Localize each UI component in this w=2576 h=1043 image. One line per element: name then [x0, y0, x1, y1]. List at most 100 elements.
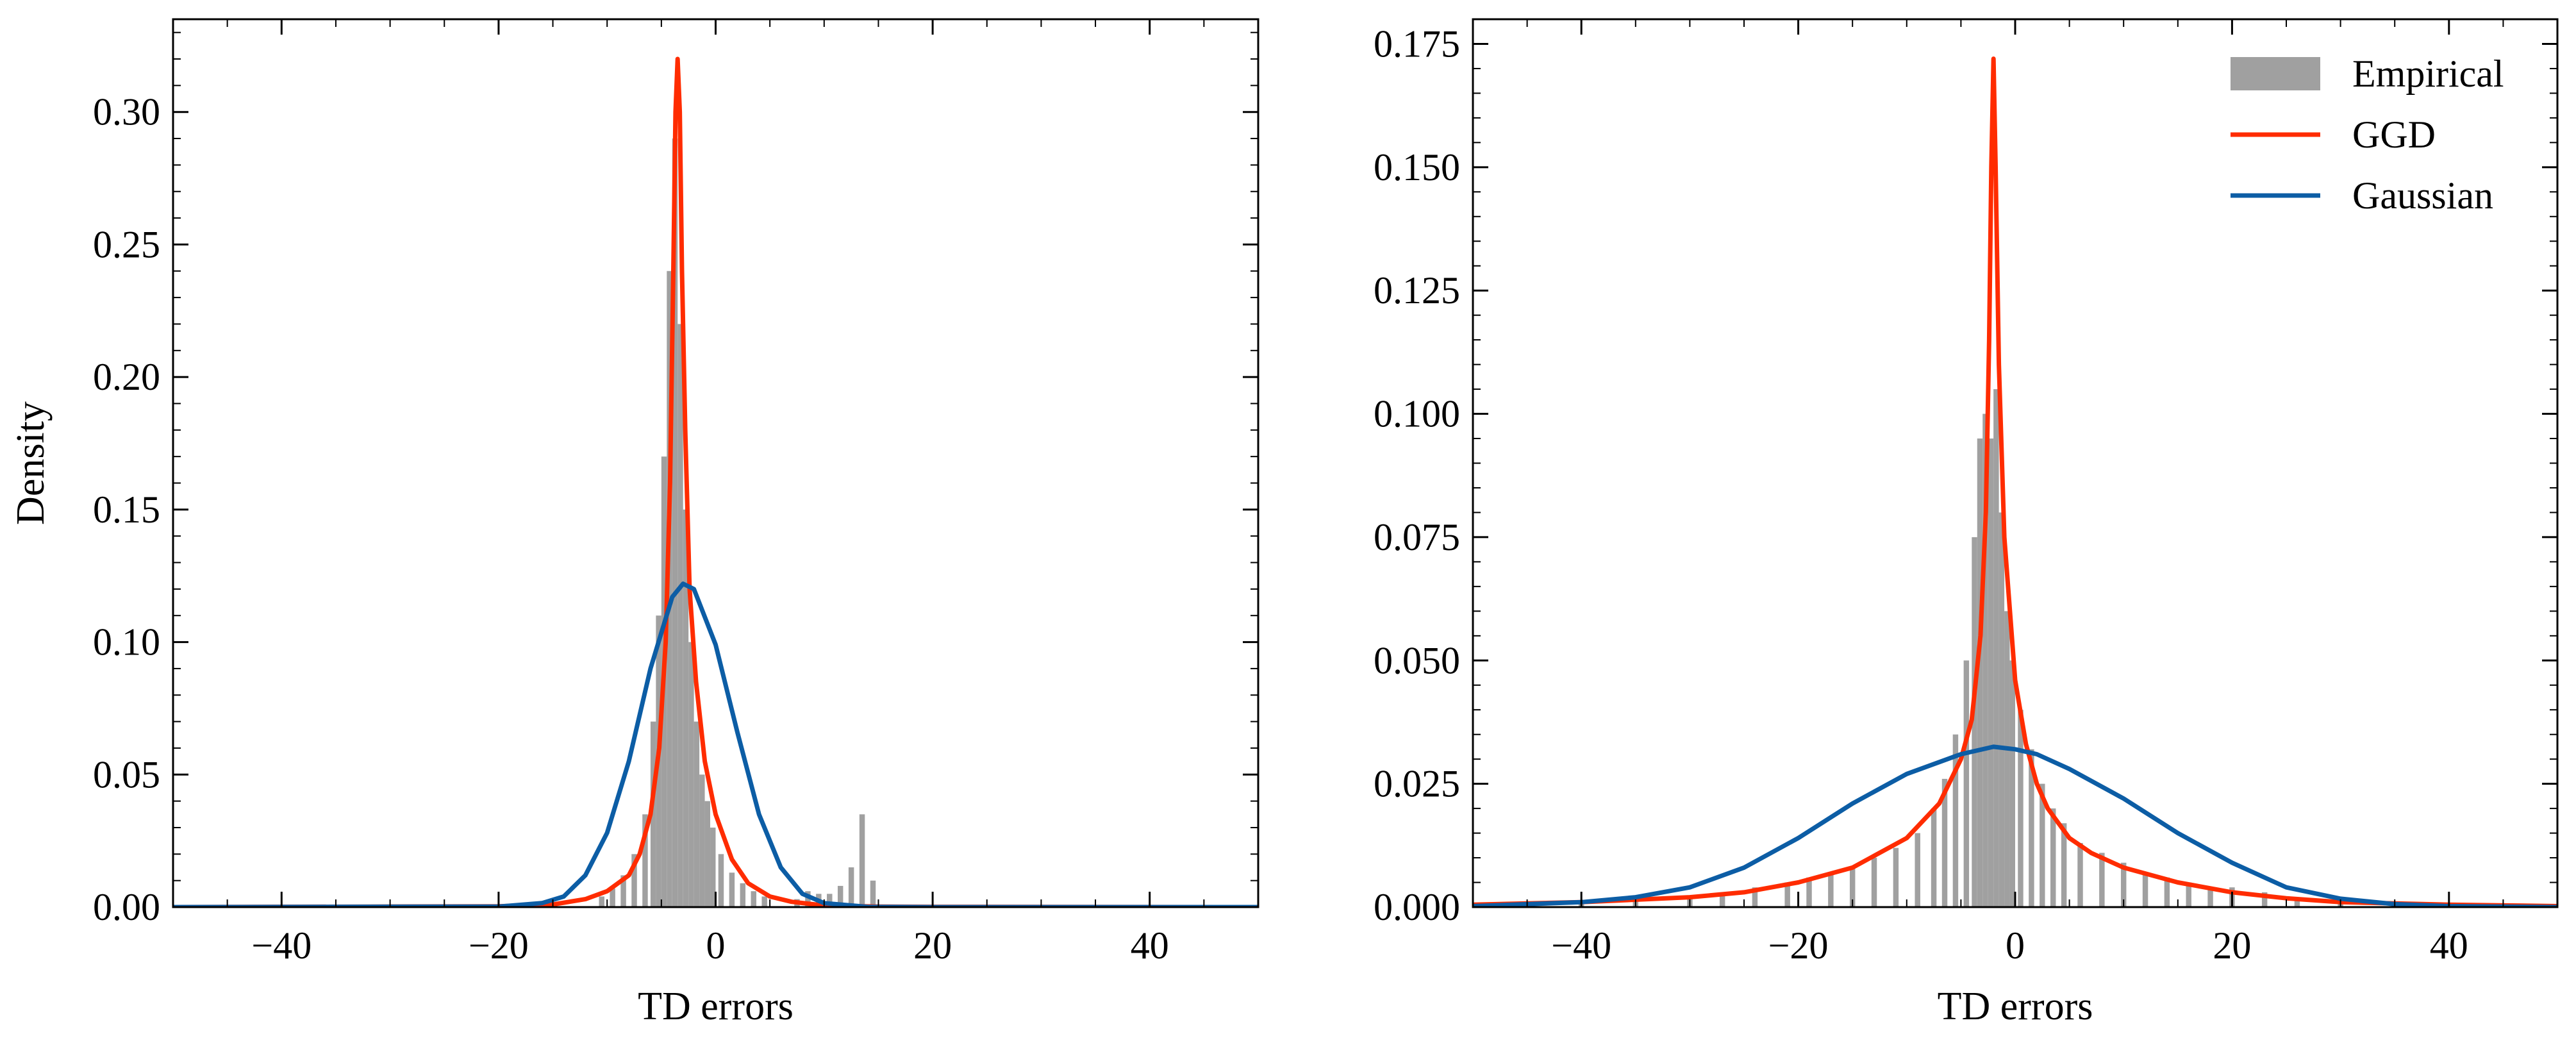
histogram-bar	[2261, 892, 2268, 907]
histogram-bar	[2207, 887, 2213, 907]
left-panel: −40 −20 0 20 40 0.00 0.05 0.10 0.15 0.20 0.25 0.30 T…	[9, 18, 1259, 1028]
histogram-bar	[1977, 438, 1983, 907]
histogram-bar	[1828, 872, 1834, 907]
plot-area	[1473, 56, 2557, 907]
histogram-bar	[642, 814, 648, 907]
x-tick-label: 40	[2430, 924, 2468, 967]
histogram-bar	[1993, 389, 1999, 907]
histogram-bar	[667, 271, 672, 907]
histogram-bar	[704, 801, 711, 907]
histogram-bar	[620, 875, 626, 907]
x-tick-label: −20	[469, 924, 529, 967]
y-tick-label: 0.00	[93, 886, 160, 928]
histogram-series	[599, 138, 876, 907]
histogram-bar	[805, 891, 811, 907]
x-tick-label: 40	[1131, 924, 1169, 967]
histogram-bar	[650, 721, 656, 907]
series-1-line	[173, 56, 1258, 907]
y-tick-label: 0.125	[1374, 269, 1460, 312]
legend-label-empirical: Empirical	[2352, 53, 2504, 95]
y-tick-label: 0.150	[1374, 146, 1460, 188]
y-tick-label: 0.175	[1374, 22, 1460, 65]
histogram-bar	[1871, 858, 1877, 907]
histogram-bar	[699, 774, 705, 907]
histogram-series	[1524, 389, 2506, 907]
histogram-bar	[1931, 808, 1937, 907]
histogram-bar	[2050, 808, 2056, 907]
histogram-bar	[2004, 611, 2010, 907]
histogram-bar	[827, 894, 833, 907]
histogram-bar	[710, 827, 716, 907]
x-tick-label: 0	[2006, 924, 2025, 967]
ggd-line	[1473, 56, 2557, 907]
histogram-bar	[1988, 438, 1994, 907]
y-tick-label: 0.05	[93, 753, 160, 796]
y-tick-label: 0.100	[1374, 393, 1460, 435]
y-tick-label: 0.25	[93, 223, 160, 265]
histogram-bar	[1849, 867, 1856, 907]
histogram-bar	[688, 642, 694, 907]
histogram-bar	[2164, 877, 2170, 907]
histogram-bar	[1952, 734, 1959, 907]
histogram-bar	[1806, 877, 1812, 907]
histogram-bar	[1752, 887, 1758, 907]
histogram-bar	[2009, 660, 2015, 907]
histogram-bar	[2186, 882, 2191, 907]
y-tick-label: 0.075	[1374, 516, 1460, 558]
histogram-bar	[2294, 897, 2300, 907]
x-axis-label: TD errors	[638, 985, 794, 1028]
histogram-bar	[870, 880, 876, 907]
series-2-line	[173, 581, 1258, 907]
x-tick-label: 0	[706, 924, 726, 967]
x-tick-label: −40	[251, 924, 312, 967]
histogram-bar	[2029, 749, 2034, 907]
histogram-bar	[599, 896, 604, 907]
x-axis-label: TD errors	[1938, 985, 2093, 1028]
legend-swatch-empirical	[2231, 57, 2320, 90]
histogram-bar	[837, 885, 843, 907]
legend-label-ggd: GGD	[2352, 113, 2436, 156]
histogram-bar	[751, 891, 756, 907]
histogram-bar	[631, 854, 637, 907]
histogram-bar	[729, 872, 735, 907]
histogram-bar	[1963, 660, 1970, 907]
x-tick-label: −40	[1551, 924, 1611, 967]
histogram-bar	[694, 721, 700, 907]
histogram-bar	[1784, 882, 1790, 907]
histogram-bar	[1893, 847, 1899, 907]
x-tick-label: −20	[1768, 924, 1829, 967]
y-tick-label: 0.050	[1374, 639, 1460, 681]
histogram-bar	[610, 889, 615, 907]
y-tick-label: 0.000	[1374, 886, 1460, 928]
histogram-bar	[1972, 537, 1977, 907]
histogram-bar	[1719, 892, 1725, 907]
histogram-bar	[859, 814, 865, 907]
x-tick-label: 20	[2213, 924, 2251, 967]
histogram-bar	[672, 138, 678, 907]
histogram-bar	[2040, 783, 2045, 907]
plot-area	[173, 56, 1258, 907]
histogram-bar	[848, 867, 854, 907]
histogram-bar	[2061, 823, 2067, 907]
histogram-bar	[677, 324, 683, 907]
histogram-bar	[1941, 778, 1948, 907]
axes-frame	[172, 18, 1259, 908]
histogram-bar	[2120, 862, 2127, 907]
y-axis-label: Density	[9, 401, 53, 525]
y-tick-label: 0.20	[93, 356, 160, 398]
x-tick-label: 20	[913, 924, 952, 967]
histogram-bar	[718, 854, 724, 907]
histogram-bar	[1982, 413, 1988, 907]
gaussian-line	[1473, 744, 2557, 907]
y-tick-label: 0.30	[93, 91, 160, 133]
histogram-bar	[683, 509, 689, 907]
histogram-bar	[1915, 833, 1920, 907]
histogram-bar	[2018, 710, 2023, 907]
histogram-bar	[761, 896, 767, 907]
histogram-bar	[1998, 512, 2005, 907]
histogram-bar	[2099, 853, 2105, 907]
legend-label-gaussian: Gaussian	[2352, 174, 2493, 217]
legend: Empirical GGD Gaussian	[2231, 53, 2504, 217]
right-panel: −40 −20 0 20 40 0.000 0.025 0.050 0.075 0.100 0.12…	[1374, 18, 2559, 1028]
